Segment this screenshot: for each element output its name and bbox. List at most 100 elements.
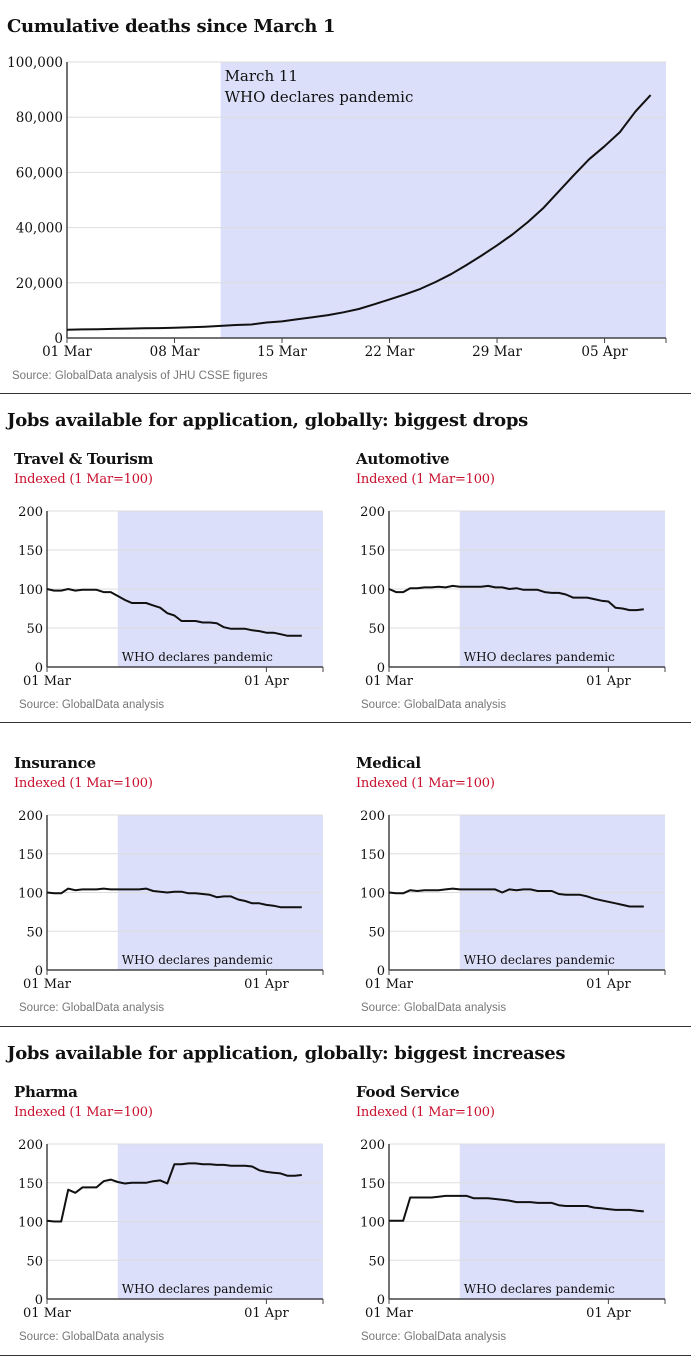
chart-title: Food Service bbox=[356, 1083, 460, 1101]
y-tick-label: 150 bbox=[360, 544, 385, 559]
annotation-text: WHO declares pandemic bbox=[464, 1282, 615, 1296]
x-tick-label: 01 Apr bbox=[244, 674, 289, 689]
y-tick-label: 100 bbox=[18, 1216, 43, 1231]
y-tick-label: 100 bbox=[360, 583, 385, 598]
chart-source: Source: GlobalData analysis bbox=[361, 699, 507, 711]
section-title-drops: Jobs available for application, globally… bbox=[7, 410, 528, 431]
chart-subtitle: Indexed (1 Mar=100) bbox=[14, 472, 153, 487]
chart-title: Medical bbox=[356, 754, 421, 772]
y-tick-label: 100 bbox=[360, 1216, 385, 1231]
section-title-increases: Jobs available for application, globally… bbox=[7, 1043, 566, 1064]
x-tick-label: 01 Apr bbox=[244, 977, 289, 992]
annotation-text: WHO declares pandemic bbox=[464, 650, 615, 664]
series-line bbox=[388, 584, 644, 612]
y-tick-label: 0 bbox=[54, 331, 63, 347]
chart-title: Automotive bbox=[356, 450, 450, 468]
x-tick-label: 01 Apr bbox=[586, 674, 631, 689]
series-line bbox=[389, 1194, 644, 1222]
series-line bbox=[388, 887, 644, 908]
main-chart-title: Cumulative deaths since March 1 bbox=[7, 16, 336, 37]
x-tick-label: 01 Apr bbox=[586, 977, 631, 992]
chart-travel: 0 50 100 150 200 01 Mar 01 Apr WHO declares pan… bbox=[18, 505, 324, 689]
annotation-date: March 11 bbox=[225, 67, 298, 85]
y-tick-label: 0 bbox=[35, 1293, 43, 1308]
series-line bbox=[46, 588, 302, 637]
x-tick-label: 08 Mar bbox=[150, 344, 200, 360]
x-tick-label: 29 Mar bbox=[472, 344, 522, 360]
y-tick-label: 0 bbox=[35, 661, 43, 676]
x-tick-label: 01 Mar bbox=[365, 674, 414, 689]
chart-subtitle: Indexed (1 Mar=100) bbox=[356, 776, 495, 791]
y-tick-label: 200 bbox=[360, 505, 385, 520]
x-tick-label: 01 Apr bbox=[244, 1306, 289, 1321]
y-tick-label: 200 bbox=[360, 1138, 385, 1153]
x-tick-label: 01 Mar bbox=[23, 977, 72, 992]
chart-pharma: 0 50 100 150 200 01 Mar 01 Apr WHO declares pan… bbox=[18, 1138, 324, 1321]
y-tick-label: 50 bbox=[26, 925, 43, 940]
y-tick-label: 50 bbox=[368, 1254, 385, 1269]
divider bbox=[0, 1026, 691, 1027]
chart-source: Source: GlobalData analysis bbox=[361, 1331, 507, 1343]
y-tick-label: 150 bbox=[18, 544, 43, 559]
x-tick-label: 01 Mar bbox=[42, 344, 92, 360]
chart-title: Travel & Tourism bbox=[14, 450, 154, 468]
y-tick-label: 50 bbox=[26, 1254, 43, 1269]
y-tick-label: 150 bbox=[360, 848, 385, 863]
x-tick-label: 01 Mar bbox=[365, 1306, 414, 1321]
annotation-text: WHO declares pandemic bbox=[464, 953, 615, 967]
y-tick-label: 50 bbox=[368, 925, 385, 940]
y-tick-label: 200 bbox=[18, 505, 43, 520]
series-line bbox=[66, 94, 652, 331]
x-tick-label: 01 Apr bbox=[586, 1306, 631, 1321]
y-tick-label: 20,000 bbox=[16, 276, 63, 292]
x-tick-label: 01 Mar bbox=[23, 1306, 72, 1321]
annotation-text: WHO declares pandemic bbox=[225, 88, 414, 106]
chart-subtitle: Indexed (1 Mar=100) bbox=[14, 1105, 153, 1120]
y-tick-label: 0 bbox=[377, 964, 385, 979]
chart-source: Source: GlobalData analysis bbox=[19, 1331, 165, 1343]
y-tick-label: 80,000 bbox=[16, 110, 63, 126]
y-tick-label: 50 bbox=[26, 622, 43, 637]
y-tick-label: 50 bbox=[368, 622, 385, 637]
divider bbox=[0, 393, 691, 394]
chart-automotive: 0 50 100 150 200 01 Mar 01 Apr WHO declares pan… bbox=[360, 505, 666, 689]
chart-source: Source: GlobalData analysis of JHU CSSE … bbox=[12, 370, 268, 382]
chart-source: Source: GlobalData analysis bbox=[19, 1002, 165, 1014]
chart-title: Insurance bbox=[14, 754, 96, 772]
chart-subtitle: Indexed (1 Mar=100) bbox=[356, 472, 495, 487]
series-line bbox=[46, 887, 302, 909]
y-tick-label: 150 bbox=[18, 848, 43, 863]
y-tick-label: 100,000 bbox=[7, 55, 63, 71]
chart-title: Pharma bbox=[14, 1083, 78, 1101]
annotation-text: WHO declares pandemic bbox=[122, 1282, 273, 1296]
y-tick-label: 200 bbox=[18, 1138, 43, 1153]
chart-subtitle: Indexed (1 Mar=100) bbox=[356, 1105, 495, 1120]
annotation-text: WHO declares pandemic bbox=[122, 650, 273, 664]
chart-insurance: 0 50 100 150 200 01 Mar 01 Apr WHO declares pan… bbox=[18, 809, 324, 992]
y-tick-label: 200 bbox=[18, 809, 43, 824]
x-tick-label: 22 Mar bbox=[365, 344, 415, 360]
y-tick-label: 100 bbox=[18, 887, 43, 902]
y-tick-label: 0 bbox=[377, 1293, 385, 1308]
y-tick-label: 150 bbox=[18, 1177, 43, 1192]
x-tick-label: 05 Apr bbox=[581, 344, 628, 360]
y-tick-label: 100 bbox=[18, 583, 43, 598]
x-tick-label: 01 Mar bbox=[365, 977, 414, 992]
chart-source: Source: GlobalData analysis bbox=[361, 1002, 507, 1014]
chart-subtitle: Indexed (1 Mar=100) bbox=[14, 776, 153, 791]
pandemic-shade bbox=[220, 62, 667, 338]
chart-medical: 0 50 100 150 200 01 Mar 01 Apr WHO declares pan… bbox=[360, 809, 666, 992]
y-tick-label: 150 bbox=[360, 1177, 385, 1192]
annotation-text: WHO declares pandemic bbox=[122, 953, 273, 967]
y-tick-label: 60,000 bbox=[16, 165, 63, 181]
x-tick-label: 15 Mar bbox=[257, 344, 307, 360]
y-tick-label: 0 bbox=[377, 661, 385, 676]
y-tick-label: 40,000 bbox=[16, 221, 63, 237]
divider bbox=[0, 1355, 691, 1356]
divider bbox=[0, 722, 691, 723]
x-tick-label: 01 Mar bbox=[23, 674, 72, 689]
y-tick-label: 200 bbox=[360, 809, 385, 824]
chart-source: Source: GlobalData analysis bbox=[19, 699, 165, 711]
chart-deaths: 0 20,000 40,000 60,000 80,000 100,000 01 Mar 08… bbox=[7, 55, 667, 360]
